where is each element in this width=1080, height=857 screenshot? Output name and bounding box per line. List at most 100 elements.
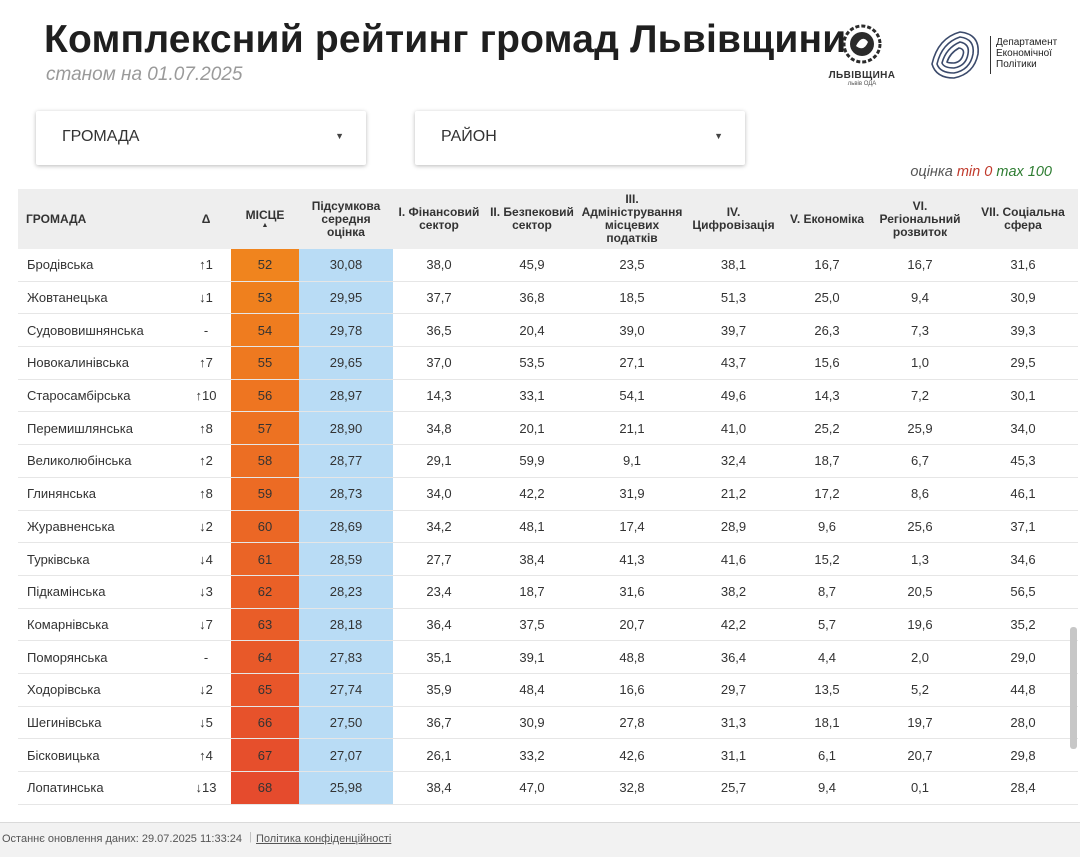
- lvivshchyna-emblem-icon: [842, 24, 882, 64]
- cell-finance: 38,0: [393, 249, 485, 282]
- cell-tax-admin: 16,6: [579, 673, 685, 707]
- cell-security: 48,1: [485, 510, 579, 544]
- table-row[interactable]: Поморянська -64 27,83 35,1 39,1 48,8 36,4 4,4 2,…: [18, 640, 1078, 674]
- cell-finance: 35,9: [393, 673, 485, 707]
- scrollbar-thumb[interactable]: [1070, 627, 1077, 749]
- cell-regional-dev: 7,2: [872, 379, 968, 413]
- score-range-note: оцінка min 0 max 100: [910, 164, 1052, 180]
- cell-security: 47,0: [485, 771, 579, 805]
- cell-delta: ↓4: [181, 542, 231, 576]
- cell-economy: 8,7: [782, 575, 872, 609]
- column-header-regional-dev[interactable]: VI. Регіональний розвиток: [872, 189, 968, 249]
- table-row[interactable]: Перемишлянська ↑8 57 28,90 34,8 20,1 21,1 41,0 2…: [18, 411, 1078, 446]
- cell-tax-admin: 31,9: [579, 477, 685, 511]
- cell-digitalization: 41,6: [685, 542, 782, 576]
- table-row[interactable]: Підкамінська ↓3 62 28,23 23,4 18,7 31,6 38,2 8,7…: [18, 575, 1078, 609]
- cell-hromada: Старосамбірська: [18, 379, 181, 413]
- column-header-economy[interactable]: V. Економіка: [782, 189, 872, 249]
- cell-tax-admin: 41,3: [579, 542, 685, 576]
- cell-rank: 61: [231, 542, 299, 576]
- cell-economy: 14,3: [782, 379, 872, 413]
- rating-table: ГРОМАДА Δ МІСЦЕ ▲ Підсумкова середня оці…: [18, 189, 1078, 805]
- cell-economy: 6,1: [782, 738, 872, 772]
- table-row[interactable]: Журавненська ↓2 60 28,69 34,2 48,1 17,4 28,9 9,6…: [18, 510, 1078, 544]
- table-row[interactable]: Шегинівська ↓5 66 27,50 36,7 30,9 27,8 31,3 18,1…: [18, 706, 1078, 740]
- table-row[interactable]: Бісковицька ↑4 67 27,07 26,1 33,2 42,6 31,1 6,1 2…: [18, 738, 1078, 772]
- cell-avg: 28,69: [299, 510, 393, 544]
- cell-digitalization: 41,0: [685, 411, 782, 446]
- cell-tax-admin: 32,8: [579, 771, 685, 805]
- cell-tax-admin: 9,1: [579, 444, 685, 478]
- table-row[interactable]: Комарнівська ↓7 63 28,18 36,4 37,5 20,7 42,2 5,7…: [18, 608, 1078, 642]
- range-min-label: min: [956, 164, 981, 180]
- cell-hromada: Бродівська: [18, 249, 181, 282]
- cell-delta: ↓2: [181, 510, 231, 544]
- table-row[interactable]: Турківська ↓4 61 28,59 27,7 38,4 41,3 41,6 15,2 1…: [18, 542, 1078, 576]
- column-header-social[interactable]: VII. Соціальна сфера: [968, 189, 1078, 249]
- cell-finance: 34,2: [393, 510, 485, 544]
- cell-avg: 27,50: [299, 706, 393, 740]
- column-header-tax-admin[interactable]: ІІІ. Адміністрування місцевих податків: [579, 189, 685, 249]
- table-row[interactable]: Лопатинська ↓13 68 25,98 38,4 47,0 32,8 25,7 9,4…: [18, 771, 1078, 805]
- lvivshchyna-logo: ЛЬВІВЩИНА львів ОДА: [826, 24, 898, 88]
- raion-dropdown[interactable]: РАЙОН ▼: [415, 111, 745, 165]
- cell-rank: 64: [231, 640, 299, 674]
- cell-social: 29,8: [968, 738, 1078, 772]
- cell-economy: 18,1: [782, 706, 872, 740]
- cell-social: 46,1: [968, 477, 1078, 511]
- table-row[interactable]: Великолюбінська ↑2 58 28,77 29,1 59,9 9,1 32,4 1…: [18, 444, 1078, 478]
- column-header-finance[interactable]: І. Фінансовий сектор: [393, 189, 485, 249]
- column-header-digitalization[interactable]: IV. Цифровізація: [685, 189, 782, 249]
- cell-hromada: Ходорівська: [18, 673, 181, 707]
- cell-economy: 17,2: [782, 477, 872, 511]
- cell-finance: 36,5: [393, 313, 485, 348]
- range-min-value: 0: [984, 164, 993, 180]
- cell-social: 34,0: [968, 411, 1078, 446]
- cell-security: 48,4: [485, 673, 579, 707]
- cell-economy: 26,3: [782, 313, 872, 348]
- table-scrollbar[interactable]: [1069, 250, 1078, 787]
- cell-avg: 30,08: [299, 249, 393, 282]
- cell-hromada: Судововишнянська: [18, 313, 181, 348]
- cell-finance: 23,4: [393, 575, 485, 609]
- table-row[interactable]: Ходорівська ↓2 65 27,74 35,9 48,4 16,6 29,7 13,5…: [18, 673, 1078, 707]
- cell-hromada: Комарнівська: [18, 608, 181, 642]
- cell-delta: ↓2: [181, 673, 231, 707]
- column-header-security[interactable]: ІІ. Безпековий сектор: [485, 189, 579, 249]
- column-header-hromada[interactable]: ГРОМАДА: [18, 189, 181, 249]
- region-map-icon: [931, 31, 979, 79]
- chevron-down-icon: ▼: [714, 131, 723, 141]
- cell-regional-dev: 2,0: [872, 640, 968, 674]
- cell-economy: 25,0: [782, 281, 872, 315]
- table-row[interactable]: Бродівська ↑1 52 30,08 38,0 45,9 23,5 38,1 16,7 1…: [18, 249, 1078, 282]
- cell-rank: 60: [231, 510, 299, 544]
- table-row[interactable]: Новокалинівська ↑7 55 29,65 37,0 53,5 27,1 43,7…: [18, 346, 1078, 380]
- privacy-policy-link[interactable]: Політика конфіденційності: [256, 833, 392, 845]
- cell-digitalization: 25,7: [685, 771, 782, 805]
- cell-avg: 25,98: [299, 771, 393, 805]
- table-row[interactable]: Глинянська ↑8 59 28,73 34,0 42,2 31,9 21,2 17,2 8…: [18, 477, 1078, 511]
- table-row[interactable]: Старосамбірська ↑10 56 28,97 14,3 33,1 54,1 49,…: [18, 379, 1078, 413]
- cell-regional-dev: 8,6: [872, 477, 968, 511]
- cell-avg: 29,95: [299, 281, 393, 315]
- table-row[interactable]: Жовтанецька ↓1 53 29,95 37,7 36,8 18,5 51,3 25,0…: [18, 281, 1078, 315]
- cell-rank: 53: [231, 281, 299, 315]
- cell-digitalization: 31,3: [685, 706, 782, 740]
- column-header-avg[interactable]: Підсумкова середня оцінка: [299, 189, 393, 249]
- hromada-dropdown[interactable]: ГРОМАДА ▼: [36, 111, 366, 165]
- cell-digitalization: 29,7: [685, 673, 782, 707]
- department-name: Департамент Економічної Політики: [996, 37, 1057, 70]
- cell-regional-dev: 20,5: [872, 575, 968, 609]
- column-header-rank-label: МІСЦЕ: [245, 207, 285, 222]
- column-header-rank[interactable]: МІСЦЕ ▲: [231, 189, 299, 249]
- cell-digitalization: 43,7: [685, 346, 782, 380]
- cell-tax-admin: 54,1: [579, 379, 685, 413]
- cell-digitalization: 38,2: [685, 575, 782, 609]
- cell-hromada: Журавненська: [18, 510, 181, 544]
- table-row[interactable]: Судововишнянська -54 29,78 36,5 20,4 39,0 39,7…: [18, 313, 1078, 348]
- hromada-dropdown-label: ГРОМАДА: [62, 128, 140, 145]
- column-header-delta[interactable]: Δ: [181, 189, 231, 249]
- cell-finance: 34,8: [393, 411, 485, 446]
- cell-delta: ↑1: [181, 249, 231, 282]
- cell-rank: 52: [231, 249, 299, 282]
